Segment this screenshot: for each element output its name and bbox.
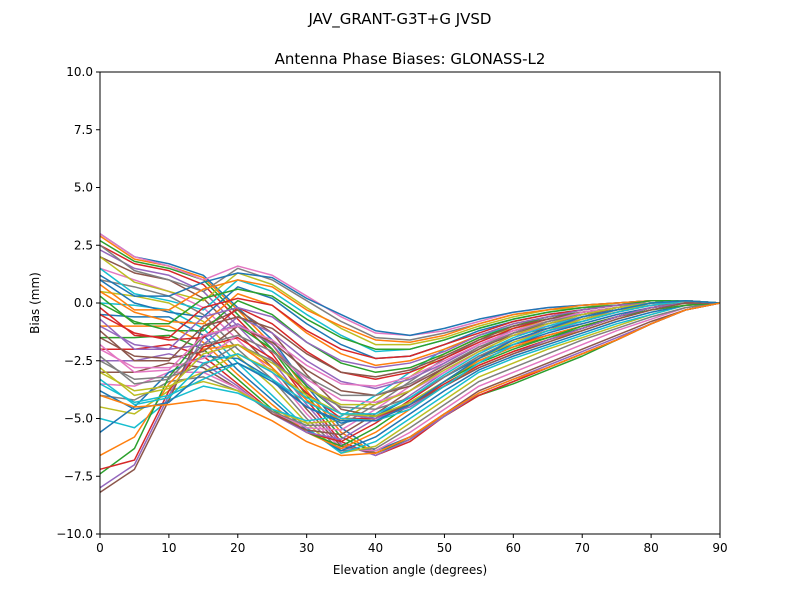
y-tick-label: 7.5 bbox=[74, 123, 93, 137]
x-tick-label: 0 bbox=[96, 541, 104, 555]
x-tick-label: 80 bbox=[643, 541, 658, 555]
x-axis-label: Elevation angle (degrees) bbox=[333, 563, 487, 577]
x-tick-label: 20 bbox=[230, 541, 245, 555]
y-tick-label: −10.0 bbox=[56, 527, 93, 541]
x-tick-label: 70 bbox=[575, 541, 590, 555]
series-line-10 bbox=[99, 302, 721, 454]
plot-area bbox=[99, 233, 721, 494]
y-tick-label: 2.5 bbox=[74, 238, 93, 252]
axes-title: Antenna Phase Biases: GLONASS-L2 bbox=[275, 50, 546, 68]
series-line-49 bbox=[99, 299, 721, 406]
y-tick-label: −2.5 bbox=[64, 354, 93, 368]
series-line-42 bbox=[99, 279, 721, 344]
series-line-52 bbox=[99, 302, 721, 457]
figure-suptitle: JAV_GRANT-G3T+G JVSD bbox=[308, 10, 492, 29]
x-tick-label: 10 bbox=[161, 541, 176, 555]
x-tick-label: 50 bbox=[437, 541, 452, 555]
series-line-9 bbox=[99, 290, 721, 454]
series-line-51 bbox=[99, 299, 721, 422]
x-tick-label: 60 bbox=[506, 541, 521, 555]
y-tick-label: 0.0 bbox=[74, 296, 93, 310]
series-line-8 bbox=[99, 279, 721, 452]
series-line-40 bbox=[99, 299, 721, 422]
x-tick-label: 40 bbox=[368, 541, 383, 555]
axis-ticks: 0 10 20 30 40 50 60 70 80 90 −10.0 −7.5 −5.0 −2.5 0.0 2… bbox=[56, 65, 727, 555]
y-tick-label: −7.5 bbox=[64, 469, 93, 483]
x-tick-label: 30 bbox=[299, 541, 314, 555]
x-tick-label: 90 bbox=[712, 541, 727, 555]
y-tick-label: 5.0 bbox=[74, 181, 93, 195]
y-tick-label: 10.0 bbox=[66, 65, 93, 79]
series-line-45 bbox=[99, 299, 721, 369]
y-axis-label: Bias (mm) bbox=[28, 272, 42, 334]
y-tick-label: −5.0 bbox=[64, 412, 93, 426]
